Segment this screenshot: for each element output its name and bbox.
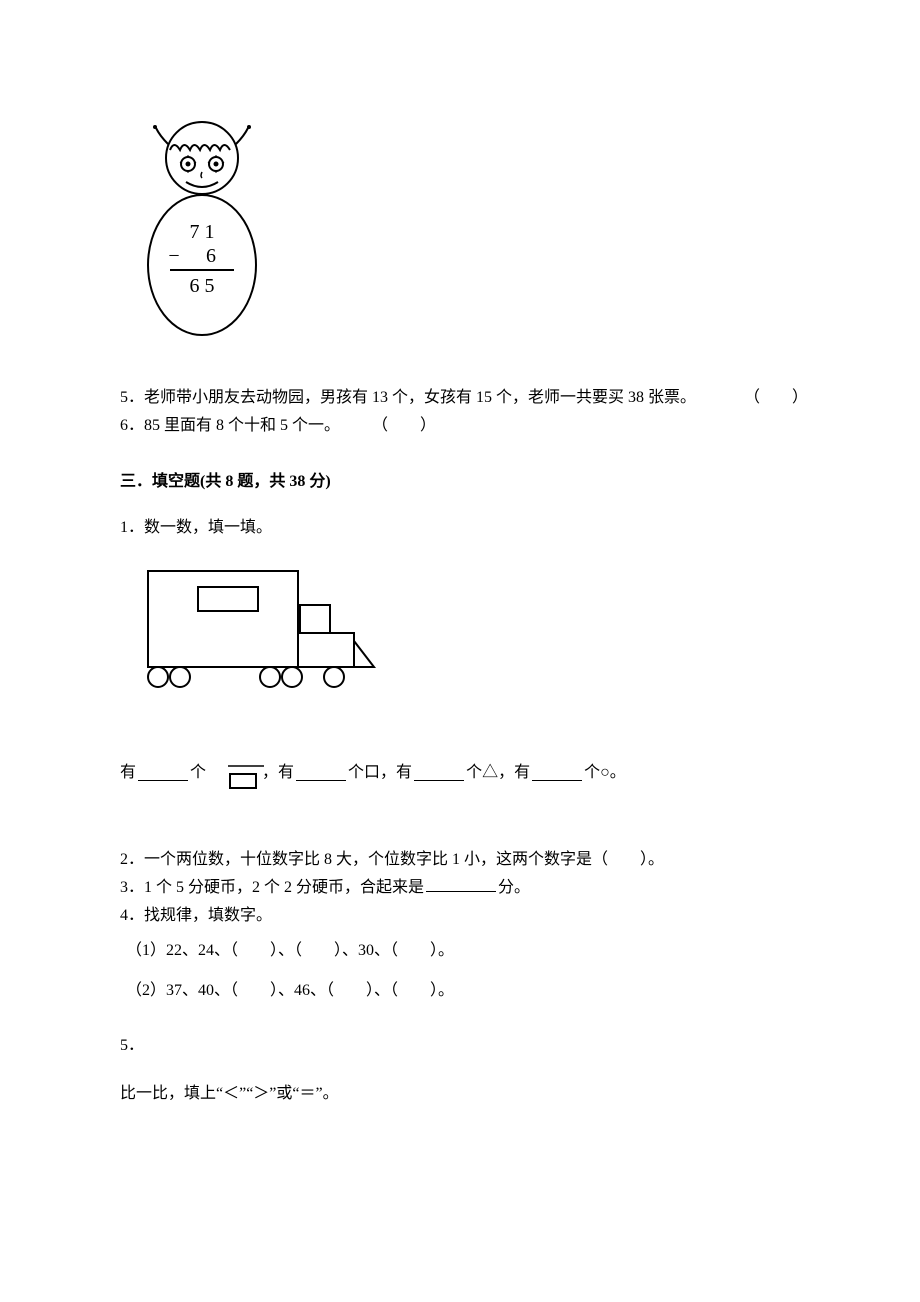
rectangle-icon (210, 738, 266, 827)
fill-p1: 有 (120, 760, 136, 786)
doll-top-number: 7 1 (190, 221, 215, 243)
blank-coin[interactable] (426, 876, 496, 892)
q3-3-a: 3．1 个 5 分硬币，2 个 2 分硬币，合起来是 (120, 879, 424, 896)
doll-subtraction-figure: 7 1 − 6 6 5 (130, 110, 800, 345)
q3-5-body: 比一比，填上“＜”“＞”或“＝”。 (120, 1081, 800, 1107)
q3-1-fill: 有 个 ，有 个口，有 个△，有 个○。 (120, 728, 800, 817)
q3-4-1: （1）22、24、（ ）、（ ）、30、（ ）。 (126, 931, 800, 971)
train-svg (128, 563, 408, 693)
q3-1-intro: 1．数一数，填一填。 (120, 515, 800, 541)
doll-svg: 7 1 − 6 6 5 (130, 110, 290, 340)
doll-sub-number: 6 (206, 245, 216, 267)
blank-3[interactable] (414, 765, 464, 781)
blank-1[interactable] (138, 765, 188, 781)
fill-p5: 个△，有 (466, 760, 530, 786)
fill-p6: 个○。 (584, 760, 626, 786)
q3-4: 4．找规律，填数字。 (120, 903, 800, 929)
q3-3: 3．1 个 5 分硬币，2 个 2 分硬币，合起来是 分。 (120, 875, 800, 901)
q3-2: 2．一个两位数，十位数字比 8 大，个位数字比 1 小，这两个数字是（ ）。 (120, 847, 800, 873)
section-3-title: 三．填空题(共 8 题，共 38 分) (120, 467, 800, 491)
fill-p2: 个 (190, 760, 206, 786)
question-6: 6．85 里面有 8 个十和 5 个一。 （ ） (120, 413, 800, 439)
q3-4-2: （2）37、40、（ ）、46、（ ）、（ ）。 (126, 971, 800, 1011)
fill-p4: 个口，有 (348, 760, 412, 786)
q3-5: 5． (120, 1033, 800, 1059)
doll-minus: − (168, 245, 179, 267)
train-figure (128, 563, 800, 698)
q3-3-b: 分。 (498, 879, 530, 896)
doll-result: 6 5 (190, 275, 215, 297)
blank-2[interactable] (296, 765, 346, 781)
question-5: 5．老师带小朋友去动物园，男孩有 13 个，女孩有 15 个，老师一共要买 38… (120, 385, 800, 411)
fill-p3: ，有 (262, 760, 294, 786)
blank-4[interactable] (532, 765, 582, 781)
